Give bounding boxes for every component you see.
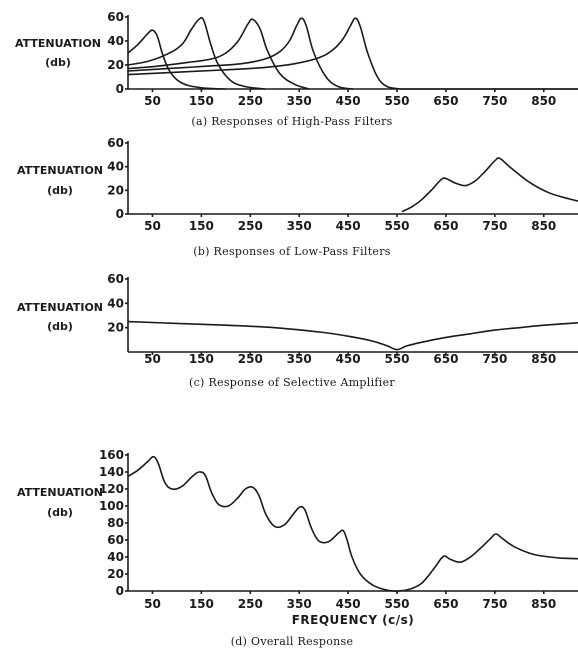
y-tick-label: 40: [107, 160, 124, 174]
x-tick-label: 650: [433, 219, 458, 233]
y-tick-label: 160: [99, 448, 124, 462]
x-tick-label: 850: [531, 352, 556, 366]
x-tick-label: 50: [144, 597, 161, 611]
y-tick-label: 60: [107, 136, 124, 150]
panel-c: 20 40 60 50 150 250 350 450 550 650 750 850 ATTENUAT…: [17, 272, 578, 389]
y-tick-label: 80: [107, 516, 124, 530]
y-axis-label: (db): [45, 56, 71, 69]
x-tick-label: 650: [433, 597, 458, 611]
x-tick-label: 350: [287, 219, 312, 233]
x-tick-label: 750: [482, 352, 507, 366]
panel-caption: (d) Overall Response: [231, 635, 354, 648]
x-tick-label: 150: [189, 352, 214, 366]
x-tick-label: 250: [238, 352, 263, 366]
x-tick-label: 750: [482, 219, 507, 233]
x-tick-label: 550: [384, 219, 409, 233]
x-tick-label: 50: [144, 219, 161, 233]
x-tick-label: 650: [433, 94, 458, 108]
y-axis-label: ATTENUATION: [17, 486, 103, 499]
series-line-3: [127, 18, 310, 90]
y-tick-label: 20: [107, 58, 124, 72]
y-tick-label: 100: [99, 499, 124, 513]
x-axis-label: FREQUENCY (c/s): [292, 613, 415, 627]
x-tick-label: 650: [433, 352, 458, 366]
y-tick-label: 0: [116, 207, 124, 221]
y-axis-label: ATTENUATION: [15, 37, 101, 50]
y-tick-label: 40: [107, 550, 124, 564]
y-axis-label: ATTENUATION: [17, 164, 103, 177]
y-tick-label: 20: [107, 183, 124, 197]
y-tick-label: 60: [107, 272, 124, 286]
panel-d: 0 20 40 60 80 100 120 140 160 50 150 250 350 450 550 65…: [17, 448, 578, 648]
x-tick-label: 450: [336, 352, 361, 366]
y-tick-label: 40: [107, 34, 124, 48]
x-tick-label: 550: [384, 352, 409, 366]
y-tick-label: 60: [107, 10, 124, 24]
y-tick-label: 120: [99, 482, 124, 496]
y-axis-label: (db): [47, 320, 73, 333]
x-tick-label: 450: [336, 219, 361, 233]
panel-caption: (b) Responses of Low-Pass Filters: [193, 245, 391, 258]
y-tick-label: 20: [107, 321, 124, 335]
y-tick-label: 40: [107, 296, 124, 310]
x-tick-label: 350: [287, 352, 312, 366]
series-line-1: [127, 29, 226, 90]
panel-caption: (c) Response of Selective Amplifier: [189, 376, 395, 389]
x-tick-label: 450: [336, 597, 361, 611]
x-tick-label: 150: [189, 94, 214, 108]
series-line-2: [127, 16, 266, 90]
x-tick-label: 850: [531, 219, 556, 233]
x-tick-label: 850: [531, 94, 556, 108]
y-axis-label: ATTENUATION: [17, 301, 103, 314]
x-tick-label: 850: [531, 597, 556, 611]
x-tick-label: 250: [238, 219, 263, 233]
series-line-1: [401, 157, 578, 213]
y-axis-label: (db): [47, 506, 73, 519]
x-tick-label: 50: [144, 352, 161, 366]
x-tick-label: 50: [144, 94, 161, 108]
x-tick-label: 250: [238, 597, 263, 611]
y-tick-label: 0: [116, 82, 124, 96]
x-tick-label: 450: [336, 94, 361, 108]
x-tick-label: 150: [189, 597, 214, 611]
series-line-4: [127, 17, 354, 90]
x-tick-label: 750: [482, 94, 507, 108]
y-tick-label: 60: [107, 533, 124, 547]
series-line-1: [127, 455, 578, 592]
x-tick-label: 350: [287, 94, 312, 108]
x-tick-label: 550: [384, 597, 409, 611]
x-tick-label: 250: [238, 94, 263, 108]
panel-a: 0 20 40 60 50 150 250 350 450 550 650 750 850 ATTENUA…: [15, 10, 578, 128]
x-tick-label: 550: [384, 94, 409, 108]
series-line-1: [127, 320, 578, 351]
x-tick-label: 150: [189, 219, 214, 233]
y-tick-label: 140: [99, 465, 124, 479]
panel-caption: (a) Responses of High-Pass Filters: [191, 115, 392, 128]
panel-b: 0 20 40 60 50 150 250 350 450 550 650 750 850 ATTENUA…: [17, 136, 578, 258]
y-tick-label: 20: [107, 567, 124, 581]
y-axis-label: (db): [47, 184, 73, 197]
y-tick-label: 0: [116, 584, 124, 598]
x-tick-label: 750: [482, 597, 507, 611]
series-line-5: [127, 17, 403, 90]
x-tick-label: 350: [287, 597, 312, 611]
